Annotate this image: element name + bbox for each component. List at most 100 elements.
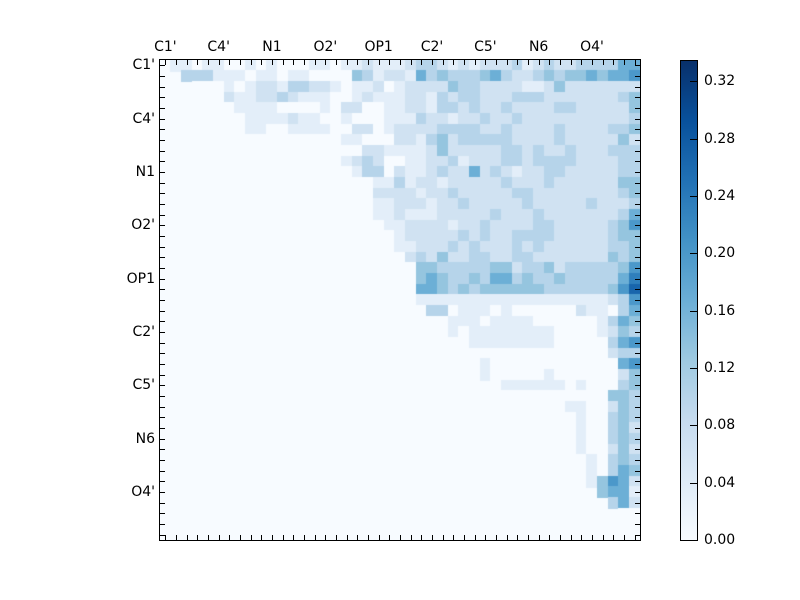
axis-tick [635, 470, 640, 472]
axis-tick [378, 60, 380, 65]
axis-tick [160, 257, 165, 259]
axis-tick [304, 60, 305, 65]
axis-tick [160, 374, 165, 376]
axis-tick [160, 524, 165, 525]
x-tick-label: C5' [474, 39, 497, 55]
axis-tick [400, 60, 401, 65]
axis-tick [613, 535, 615, 540]
axis-tick [635, 310, 640, 312]
axis-tick [336, 535, 337, 540]
axis-tick [496, 535, 497, 540]
axis-tick [314, 535, 316, 540]
axis-tick [570, 535, 572, 540]
y-tick-label: C4' [132, 110, 155, 127]
axis-tick [186, 535, 188, 540]
colorbar-tick [690, 310, 697, 312]
axis-tick [160, 364, 165, 365]
colorbar-tick [690, 196, 697, 198]
axis-tick [442, 535, 444, 540]
axis-tick [432, 60, 433, 65]
axis-tick [635, 321, 640, 323]
axis-tick [160, 342, 165, 344]
axis-tick [160, 129, 165, 131]
axis-tick [160, 97, 165, 99]
axis-tick [538, 535, 540, 540]
axis-tick [635, 406, 640, 408]
axis-tick [400, 535, 401, 540]
axis-tick [506, 535, 508, 540]
axis-tick [517, 60, 519, 65]
axis-tick [634, 60, 636, 65]
axis-tick [581, 535, 583, 540]
axis-tick [160, 406, 165, 408]
axis-tick [261, 60, 263, 65]
colorbar-tick-label: 0.00 [704, 532, 736, 548]
axis-tick [240, 60, 241, 65]
axis-tick [160, 438, 165, 440]
axis-tick [160, 492, 165, 493]
axis-tick [635, 214, 640, 216]
colorbar-tick-label: 0.20 [704, 245, 736, 262]
axis-tick [635, 342, 640, 344]
axis-tick [442, 60, 444, 65]
axis-tick [346, 535, 348, 540]
axis-tick [160, 268, 165, 269]
axis-tick [282, 535, 284, 540]
axis-tick [635, 396, 640, 397]
heatmap-plot-area [160, 60, 640, 540]
axis-tick [378, 535, 380, 540]
colorbar-tick-label: 0.12 [704, 360, 736, 377]
axis-tick [160, 300, 165, 301]
axis-tick [368, 60, 369, 65]
axis-tick [485, 60, 487, 65]
colorbar-tick-label: 0.28 [704, 130, 736, 147]
axis-tick [160, 310, 165, 312]
axis-tick [635, 140, 640, 141]
axis-tick [635, 417, 640, 419]
axis-tick [517, 535, 519, 540]
axis-tick [549, 535, 551, 540]
axis-tick [208, 535, 209, 540]
axis-tick [635, 268, 640, 269]
axis-tick [229, 535, 231, 540]
axis-tick [160, 353, 165, 355]
colorbar-tick-label: 0.08 [704, 417, 736, 434]
axis-tick [635, 534, 640, 536]
axis-tick [336, 60, 337, 65]
axis-tick [634, 535, 636, 540]
axis-tick [602, 535, 604, 540]
y-tick-label: C5' [132, 377, 155, 394]
axis-tick [160, 65, 165, 67]
axis-tick [581, 60, 583, 65]
x-tick-label: N6 [528, 39, 549, 55]
axis-tick [357, 535, 359, 540]
colorbar-tick [690, 425, 697, 427]
axis-tick [635, 76, 640, 77]
axis-tick [240, 535, 241, 540]
axis-tick [368, 535, 369, 540]
x-tick-label: O2' [313, 39, 338, 55]
axis-tick [160, 225, 165, 227]
axis-tick [325, 535, 327, 540]
x-tick-label: N1 [262, 39, 282, 55]
axis-tick [389, 535, 391, 540]
y-tick-label: OP1 [126, 270, 155, 287]
axis-tick [538, 60, 540, 65]
axis-tick [160, 246, 165, 248]
axis-tick [602, 60, 604, 65]
x-tick-label: OP1 [364, 39, 393, 55]
axis-tick [506, 60, 508, 65]
axis-tick [549, 60, 551, 65]
axis-tick [635, 150, 640, 152]
axis-tick [635, 492, 640, 493]
axis-tick [389, 60, 391, 65]
axis-tick [613, 60, 615, 65]
axis-tick [528, 535, 529, 540]
y-tick-label: C1' [132, 57, 155, 74]
axis-tick [176, 60, 177, 65]
axis-tick [250, 60, 252, 65]
axis-tick [635, 513, 640, 515]
axis-tick [624, 60, 625, 65]
axis-tick [635, 438, 640, 440]
axis-tick [560, 535, 561, 540]
